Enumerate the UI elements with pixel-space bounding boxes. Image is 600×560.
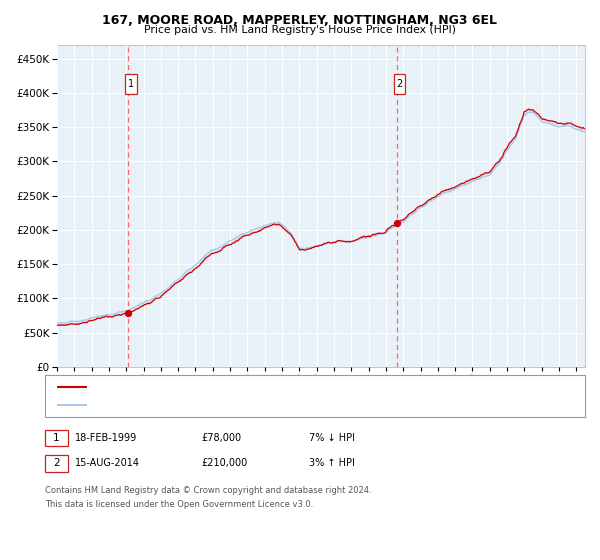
Text: Price paid vs. HM Land Registry's House Price Index (HPI): Price paid vs. HM Land Registry's House … [144, 25, 456, 35]
Text: 167, MOORE ROAD, MAPPERLEY, NOTTINGHAM, NG3 6EL: 167, MOORE ROAD, MAPPERLEY, NOTTINGHAM, … [103, 14, 497, 27]
Text: Contains HM Land Registry data © Crown copyright and database right 2024.: Contains HM Land Registry data © Crown c… [45, 486, 371, 494]
Text: £78,000: £78,000 [201, 433, 241, 443]
Text: 2: 2 [53, 458, 60, 468]
Text: 2: 2 [396, 79, 403, 89]
Text: HPI: Average price, detached house, Gedling: HPI: Average price, detached house, Gedl… [93, 401, 305, 410]
Text: 1: 1 [128, 79, 134, 89]
Point [124, 309, 133, 318]
Text: £210,000: £210,000 [201, 458, 247, 468]
Text: 15-AUG-2014: 15-AUG-2014 [75, 458, 140, 468]
FancyBboxPatch shape [125, 73, 137, 94]
Text: 7% ↓ HPI: 7% ↓ HPI [309, 433, 355, 443]
Text: 18-FEB-1999: 18-FEB-1999 [75, 433, 137, 443]
Text: 167, MOORE ROAD, MAPPERLEY, NOTTINGHAM, NG3 6EL (detached house): 167, MOORE ROAD, MAPPERLEY, NOTTINGHAM, … [93, 382, 448, 391]
Text: 3% ↑ HPI: 3% ↑ HPI [309, 458, 355, 468]
Text: 1: 1 [53, 433, 60, 443]
Text: This data is licensed under the Open Government Licence v3.0.: This data is licensed under the Open Gov… [45, 500, 313, 508]
FancyBboxPatch shape [394, 73, 405, 94]
Point [392, 218, 401, 227]
